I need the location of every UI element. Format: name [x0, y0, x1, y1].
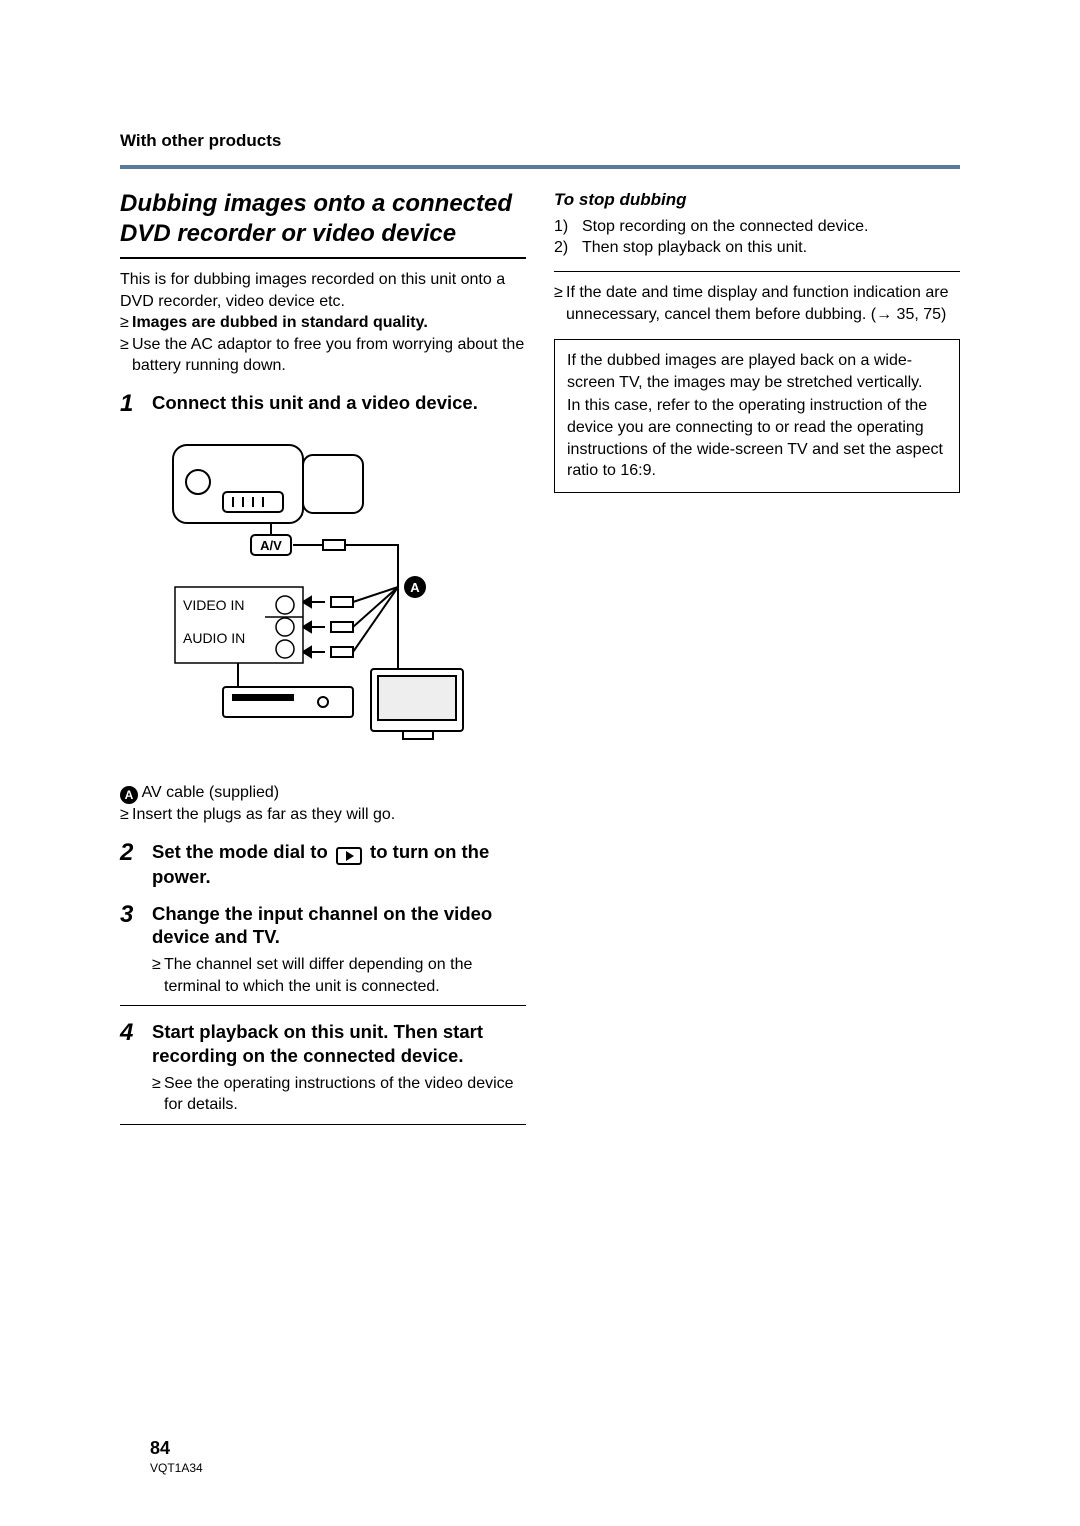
document-code: VQT1A34: [150, 1460, 203, 1476]
two-column-layout: Dubbing images onto a connected DVD reco…: [120, 189, 960, 1125]
bullet-ac: ≥ Use the AC adaptor to free you from wo…: [120, 334, 526, 377]
caption-insert-text: Insert the plugs as far as they will go.: [132, 804, 395, 826]
step-4-body: ≥See the operating instructions of the v…: [120, 1073, 526, 1116]
note-paragraph-1: If the dubbed images are played back on …: [567, 350, 947, 393]
marker-a-icon: A: [120, 786, 138, 804]
bullet-dot-icon: ≥: [152, 954, 164, 997]
step-number: 4: [120, 1020, 152, 1046]
step-number: 1: [120, 391, 152, 417]
stop-dubbing-list: 1)Stop recording on the connected device…: [554, 216, 960, 259]
caption-insert: ≥ Insert the plugs as far as they will g…: [120, 804, 526, 826]
step-1: 1 Connect this unit and a video device.: [120, 391, 526, 417]
step-number: 3: [120, 902, 152, 928]
page-footer: 84 VQT1A34: [150, 1436, 203, 1476]
bullet-quality-text: Images are dubbed in standard quality.: [132, 312, 428, 334]
step-1-title: Connect this unit and a video device.: [152, 391, 478, 414]
step-3-title: Change the input channel on the video de…: [152, 902, 526, 948]
connection-diagram: A/V A: [120, 427, 526, 774]
page-title: Dubbing images onto a connected DVD reco…: [120, 189, 526, 249]
diagram-caption-a: A AV cable (supplied): [120, 782, 526, 804]
step-divider: [120, 1124, 526, 1125]
intro-text: This is for dubbing images recorded on t…: [120, 269, 526, 312]
right-column: To stop dubbing 1)Stop recording on the …: [554, 189, 960, 1125]
step-3-body: ≥The channel set will differ depending o…: [120, 954, 526, 997]
bullet-ac-text: Use the AC adaptor to free you from worr…: [132, 334, 526, 377]
step-2-title: Set the mode dial to to turn on the powe…: [152, 840, 526, 888]
step-4: 4 Start playback on this unit. Then star…: [120, 1020, 526, 1066]
date-time-note: ≥ If the date and time display and funct…: [554, 282, 960, 325]
step-divider: [120, 1005, 526, 1006]
step-number: 2: [120, 840, 152, 866]
step-4-title: Start playback on this unit. Then start …: [152, 1020, 526, 1066]
bullet-quality: ≥ Images are dubbed in standard quality.: [120, 312, 526, 334]
play-mode-icon: [336, 847, 362, 865]
widescreen-note-box: If the dubbed images are played back on …: [554, 339, 960, 493]
note-paragraph-2: In this case, refer to the operating ins…: [567, 395, 947, 481]
section-rule: [120, 165, 960, 169]
bullet-dot-icon: ≥: [120, 804, 132, 826]
svg-text:A: A: [410, 580, 420, 595]
stop-dubbing-title: To stop dubbing: [554, 189, 960, 212]
stop-step-2: Then stop playback on this unit.: [582, 237, 807, 259]
bullet-dot-icon: ≥: [152, 1073, 164, 1116]
video-in-label: VIDEO IN: [183, 597, 244, 613]
av-label: A/V: [260, 538, 282, 553]
left-column: Dubbing images onto a connected DVD reco…: [120, 189, 526, 1125]
audio-in-label: AUDIO IN: [183, 630, 245, 646]
divider: [554, 271, 960, 272]
step-2: 2 Set the mode dial to to turn on the po…: [120, 840, 526, 888]
page-number: 84: [150, 1436, 203, 1460]
stop-step-1: Stop recording on the connected device.: [582, 216, 868, 238]
section-label: With other products: [120, 130, 960, 153]
diagram-svg: A/V A: [153, 427, 493, 767]
bullet-dot-icon: ≥: [120, 334, 132, 377]
step-3: 3 Change the input channel on the video …: [120, 902, 526, 948]
page-ref-arrow-icon: [876, 306, 892, 323]
bullet-dot-icon: ≥: [554, 282, 566, 325]
bullet-dot-icon: ≥: [120, 312, 132, 334]
caption-a-text: AV cable (supplied): [138, 784, 279, 801]
title-underline: [120, 257, 526, 259]
